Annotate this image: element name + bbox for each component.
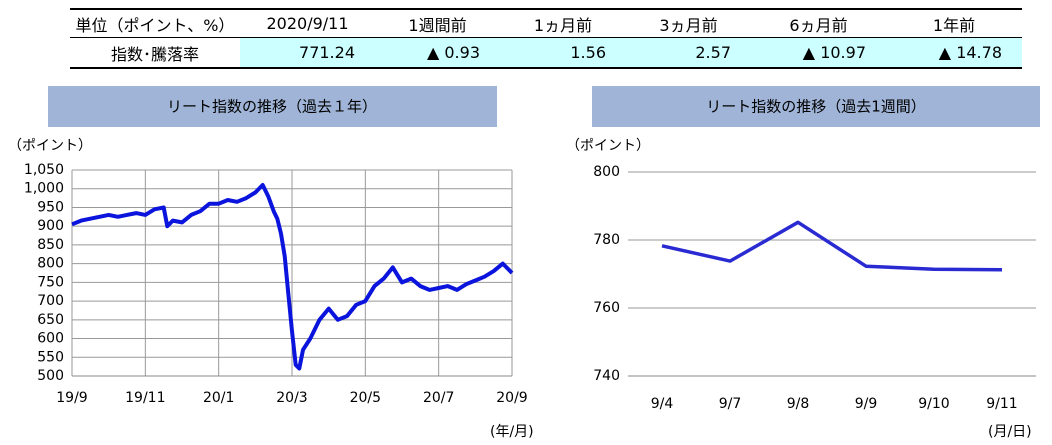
summary-table: 単位（ポイント、%） 2020/9/11 1週間前 1ヵ月前 3ヵ月前 6ヵ月前… bbox=[70, 8, 1022, 69]
y-tick-label: 1,050 bbox=[24, 162, 64, 178]
x-axis-label: (月/日) bbox=[988, 424, 1032, 440]
x-axis-label: (年/月) bbox=[490, 424, 534, 440]
data-row: 指数･騰落率 771.24 ▲ 0.93 1.56 2.57 ▲ 10.97 ▲… bbox=[70, 37, 1022, 68]
header-cell: 1週間前 bbox=[375, 9, 500, 38]
x-tick-label: 20/3 bbox=[276, 390, 307, 406]
header-cell: 3ヵ月前 bbox=[626, 9, 751, 38]
y-tick-label: 740 bbox=[593, 368, 620, 384]
header-cell: 単位（ポイント、%） bbox=[70, 9, 240, 38]
x-tick-label: 20/9 bbox=[496, 390, 527, 406]
x-tick-label: 20/7 bbox=[423, 390, 454, 406]
x-tick-label: 9/4 bbox=[651, 396, 674, 412]
header-cell: 6ヵ月前 bbox=[751, 9, 886, 38]
x-tick-label: 9/8 bbox=[787, 396, 810, 412]
cell: ▲ 0.93 bbox=[375, 37, 500, 68]
y-tick-label: 600 bbox=[37, 331, 64, 347]
title-box bbox=[48, 86, 497, 127]
y-axis-label: （ポイント） bbox=[8, 138, 92, 154]
y-tick-label: 550 bbox=[37, 349, 64, 365]
y-tick-label: 650 bbox=[37, 312, 64, 328]
y-axis-label: （ポイント） bbox=[566, 138, 650, 154]
y-tick-label: 800 bbox=[37, 256, 64, 272]
header-cell: 1ヵ月前 bbox=[500, 9, 626, 38]
y-tick-label: 780 bbox=[593, 232, 620, 248]
cell: 2.57 bbox=[626, 37, 751, 68]
y-tick-label: 760 bbox=[593, 300, 620, 316]
cell: 1.56 bbox=[500, 37, 626, 68]
x-tick-label: 19/9 bbox=[56, 390, 87, 406]
x-tick-label: 19/11 bbox=[125, 390, 165, 406]
x-tick-label: 9/9 bbox=[855, 396, 878, 412]
x-tick-label: 9/11 bbox=[986, 396, 1017, 412]
chart-title: リート指数の推移（過去1週間） bbox=[706, 98, 926, 116]
y-tick-label: 1,000 bbox=[24, 181, 64, 197]
cell: ▲ 10.97 bbox=[751, 37, 886, 68]
y-tick-label: 950 bbox=[37, 199, 64, 215]
line bbox=[661, 220, 1003, 272]
line bbox=[71, 183, 514, 371]
x-tick-label: 20/5 bbox=[350, 390, 381, 406]
x-tick-label: 9/10 bbox=[918, 396, 949, 412]
x-tick-label: 20/1 bbox=[203, 390, 234, 406]
x-tick-label: 9/7 bbox=[719, 396, 742, 412]
y-tick-label: 800 bbox=[593, 164, 620, 180]
y-tick-label: 750 bbox=[37, 274, 64, 290]
y-tick-label: 900 bbox=[37, 218, 64, 234]
header-cell: 2020/9/11 bbox=[240, 9, 375, 38]
chart-title: リート指数の推移（過去１年） bbox=[167, 98, 377, 116]
row-label: 指数･騰落率 bbox=[70, 37, 240, 68]
title-box bbox=[592, 86, 1040, 127]
cell: 771.24 bbox=[240, 37, 375, 68]
y-tick-label: 850 bbox=[37, 237, 64, 253]
cell: ▲ 14.78 bbox=[886, 37, 1022, 68]
y-tick-label: 500 bbox=[37, 368, 64, 384]
header-row: 単位（ポイント、%） 2020/9/11 1週間前 1ヵ月前 3ヵ月前 6ヵ月前… bbox=[70, 9, 1022, 38]
header-cell: 1年前 bbox=[886, 9, 1022, 38]
y-tick-label: 700 bbox=[37, 293, 64, 309]
